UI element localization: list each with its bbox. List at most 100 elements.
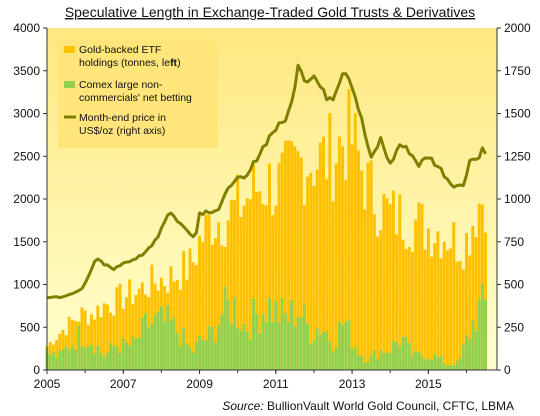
etf-bar-51 xyxy=(207,214,211,370)
etf-bar-130 xyxy=(458,261,462,370)
comex-bar-28 xyxy=(134,338,138,370)
comex-bar-26 xyxy=(128,345,132,370)
comex-bar-79 xyxy=(296,316,300,370)
etf-bar-53 xyxy=(213,238,217,370)
etf-bar-102 xyxy=(369,160,373,370)
comex-bar-17 xyxy=(99,352,103,370)
legend-etf-line2-post: ) xyxy=(177,57,181,69)
comex-bar-116 xyxy=(414,350,418,370)
comex-bar-138 xyxy=(484,299,488,370)
y-left-tick-label-7: 3500 xyxy=(13,64,40,78)
comex-bar-49 xyxy=(201,340,205,370)
comex-bar-95 xyxy=(347,319,351,370)
source-prefix: Source: xyxy=(222,399,263,413)
comex-bar-115 xyxy=(411,356,414,370)
comex-bar-125 xyxy=(442,363,446,370)
y-right-tick-label-1: 250 xyxy=(504,320,524,334)
etf-bar-116 xyxy=(414,219,418,370)
comex-bar-96 xyxy=(350,349,354,370)
etf-bar-28 xyxy=(134,295,138,370)
etf-bar-100 xyxy=(363,209,367,370)
etf-bar-67 xyxy=(258,191,262,370)
comex-bar-14 xyxy=(90,344,93,370)
etf-bar-39 xyxy=(169,266,173,370)
comex-bars xyxy=(45,283,488,370)
etf-bar-46 xyxy=(191,262,195,370)
legend-price-line1: Month-end price in xyxy=(79,112,166,124)
comex-bar-131 xyxy=(461,344,465,370)
comex-bar-136 xyxy=(477,299,481,370)
comex-bar-9 xyxy=(74,349,78,370)
etf-bar-90 xyxy=(331,201,335,370)
etf-bar-26 xyxy=(128,279,132,370)
y-left-tick-label-0: 0 xyxy=(33,363,40,377)
comex-bar-80 xyxy=(299,317,303,370)
etf-bar-68 xyxy=(261,204,265,370)
comex-bar-22 xyxy=(115,346,119,370)
comex-bar-59 xyxy=(233,297,236,370)
chart-title: Speculative Length in Exchange-Traded Go… xyxy=(65,4,475,20)
comex-bar-137 xyxy=(480,283,484,370)
legend-etf-line2-bold: ft xyxy=(170,57,177,69)
etf-bar-52 xyxy=(210,244,214,370)
etf-bar-19 xyxy=(105,304,109,370)
comex-bar-117 xyxy=(417,351,421,370)
etf-bar-112 xyxy=(401,239,405,370)
comex-bar-45 xyxy=(188,347,192,370)
etf-bar-104 xyxy=(376,236,379,370)
comex-bar-103 xyxy=(372,350,376,370)
etf-bar-121 xyxy=(430,256,433,370)
comex-bar-11 xyxy=(80,346,84,370)
comex-bar-93 xyxy=(341,325,344,370)
comex-bar-129 xyxy=(455,361,459,370)
etf-bar-118 xyxy=(420,203,424,370)
etf-bar-110 xyxy=(395,234,399,370)
comex-bar-124 xyxy=(439,356,443,370)
etf-bar-123 xyxy=(436,231,440,370)
comex-bar-78 xyxy=(293,326,297,370)
etf-bar-63 xyxy=(245,198,249,370)
etf-bar-92 xyxy=(337,136,341,370)
etf-bar-45 xyxy=(188,248,192,370)
comex-bar-84 xyxy=(312,340,316,370)
comex-bar-7 xyxy=(67,349,71,370)
comex-bar-130 xyxy=(458,358,462,370)
x-tick-label-4: 2013 xyxy=(339,377,366,391)
comex-bar-42 xyxy=(179,346,182,370)
comex-bar-48 xyxy=(198,335,201,370)
comex-bar-122 xyxy=(433,353,437,370)
comex-bar-108 xyxy=(388,353,392,370)
comex-bar-126 xyxy=(445,365,449,370)
comex-bar-57 xyxy=(226,300,230,370)
comex-bar-1 xyxy=(48,354,52,370)
comex-bar-77 xyxy=(290,300,294,370)
comex-bar-82 xyxy=(306,324,310,370)
comex-bar-64 xyxy=(248,340,252,370)
comex-bar-41 xyxy=(175,333,179,370)
etf-bar-70 xyxy=(268,163,271,370)
x-tick-label-0: 2005 xyxy=(34,377,61,391)
etf-bar-48 xyxy=(198,235,201,370)
etf-bar-66 xyxy=(255,191,259,370)
comex-bar-37 xyxy=(163,321,167,370)
etf-bar-15 xyxy=(93,319,97,370)
y-right-tick-label-2: 500 xyxy=(504,278,524,292)
etf-bar-77 xyxy=(290,141,294,370)
comex-bar-2 xyxy=(51,352,55,370)
etf-bar-12 xyxy=(83,310,87,370)
y-left-tick-label-1: 500 xyxy=(20,320,40,334)
legend-box xyxy=(58,38,218,148)
y-left-tick-label-8: 4000 xyxy=(13,21,40,35)
comex-bar-85 xyxy=(315,328,319,370)
comex-bar-39 xyxy=(169,320,173,370)
comex-bar-51 xyxy=(207,326,211,370)
etf-bar-44 xyxy=(185,279,189,370)
etf-bar-86 xyxy=(318,142,322,370)
etf-bar-23 xyxy=(118,283,122,370)
etf-bar-124 xyxy=(439,258,443,370)
comex-bar-5 xyxy=(61,349,65,370)
comex-bar-106 xyxy=(382,353,386,370)
legend-comex-line1: Comex large non- xyxy=(79,79,163,91)
comex-bar-135 xyxy=(474,331,478,370)
